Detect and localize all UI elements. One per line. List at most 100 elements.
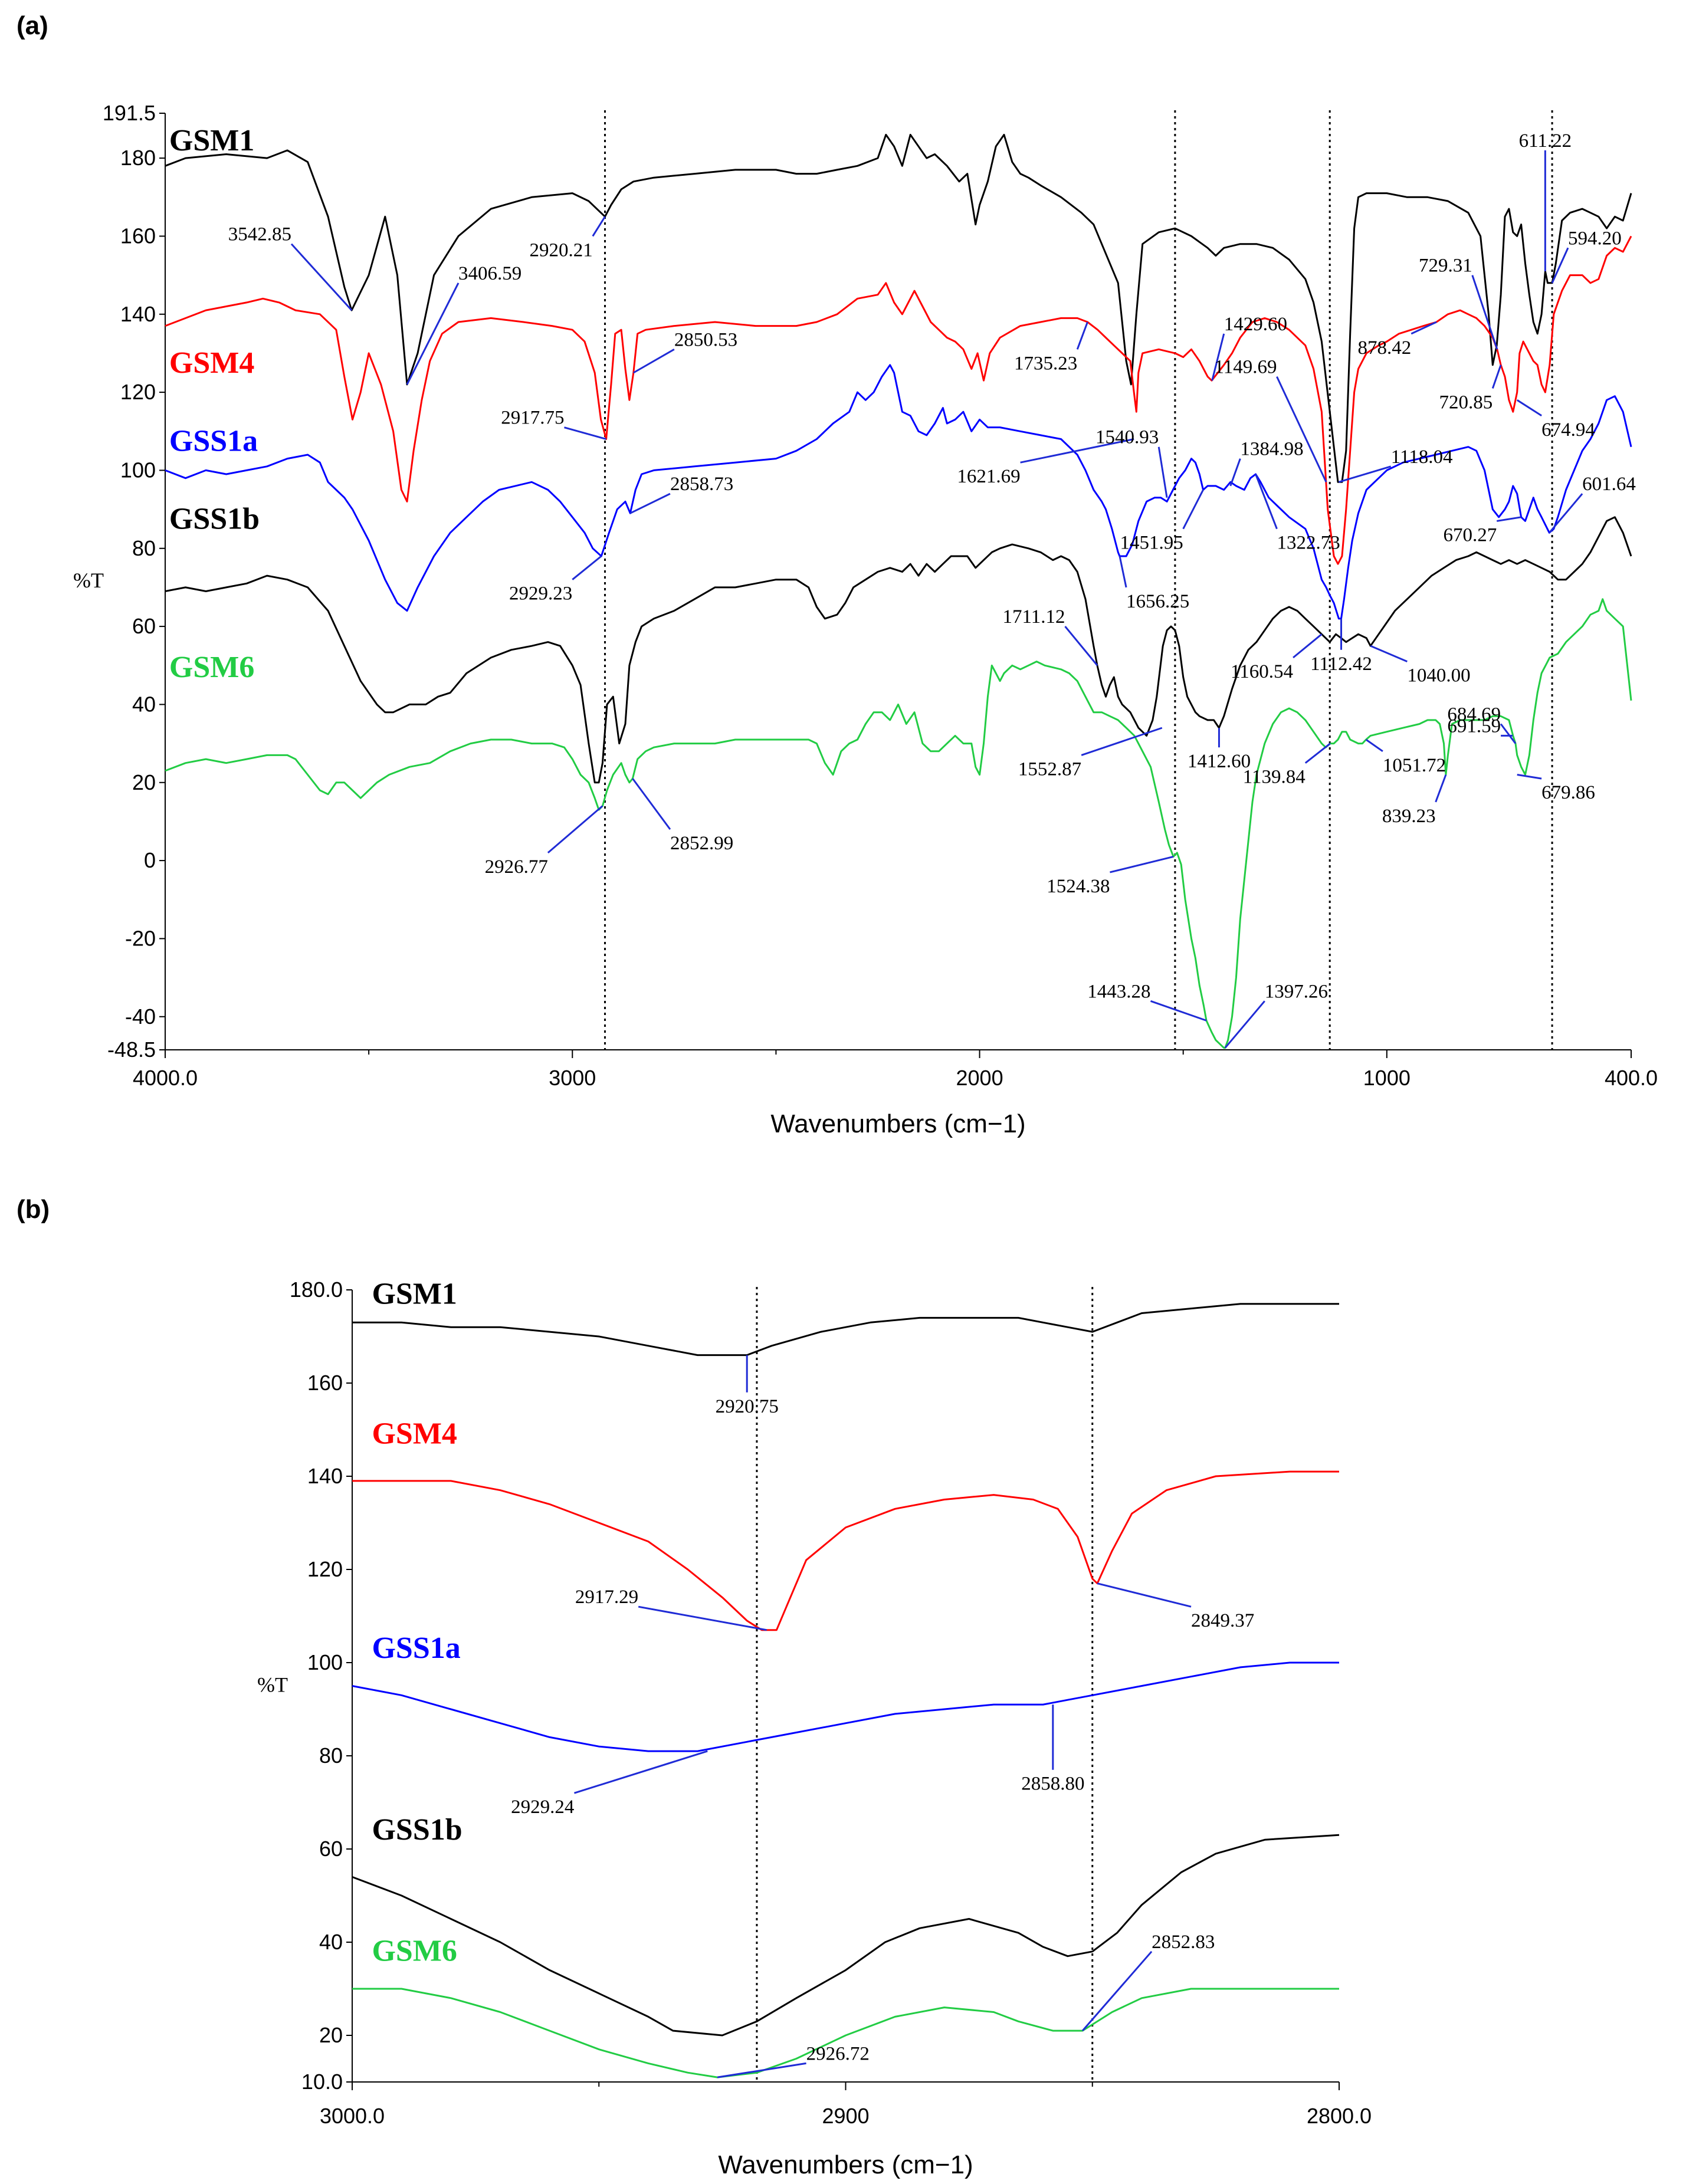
series-line-gss1b <box>352 1834 1340 2037</box>
series-label-gsm4: GSM4 <box>372 1417 457 1451</box>
peak-label: 729.31 <box>1419 255 1472 277</box>
peak-leader-line <box>1491 364 1502 389</box>
series-label-gsm4: GSM4 <box>169 346 254 380</box>
peak-leader-line <box>1182 489 1204 530</box>
peak-label: 1322.73 <box>1277 533 1340 554</box>
peak-label: 1384.98 <box>1240 439 1303 460</box>
peak-label: 1139.84 <box>1243 767 1305 788</box>
y-tick-label-a: 160 <box>120 224 156 248</box>
y-tick-label-b: 20 <box>319 2023 343 2047</box>
peak-label: 1443.28 <box>1087 981 1150 1002</box>
peak-leader-line <box>1549 493 1583 534</box>
series-line-gsm4 <box>352 1470 1339 1631</box>
peak-label: 2926.72 <box>806 2043 870 2064</box>
y-tick-label-b: 60 <box>319 1837 343 1861</box>
x-axis-title-b: Wavenumbers (cm−1) <box>718 2150 973 2179</box>
peak-label: 2920.75 <box>716 1396 779 1417</box>
peak-label: 1451.95 <box>1120 533 1183 554</box>
y-tick-label-b: 180.0 <box>290 1277 343 1302</box>
peak-leader-line <box>1411 321 1437 335</box>
y-tick-label-b: 100 <box>307 1650 343 1674</box>
y-tick-label-a: 180 <box>120 146 156 170</box>
x-tick-label-b: 2900 <box>822 2104 869 2128</box>
peak-leader-line <box>1338 465 1392 483</box>
peak-leader-line <box>632 778 671 830</box>
peak-leader-line <box>290 243 353 311</box>
peak-label: 2858.80 <box>1021 1774 1084 1795</box>
peak-leader-line <box>1551 247 1569 284</box>
series-line-gss1a <box>352 1661 1339 1752</box>
peak-leader-line <box>1157 446 1168 498</box>
y-tick-label-b: 80 <box>319 1743 343 1768</box>
peak-label: 1051.72 <box>1383 755 1446 776</box>
peak-label: 720.85 <box>1439 392 1493 413</box>
series-line-gsm1 <box>352 1303 1339 1357</box>
series-line-gss1a <box>165 364 1632 620</box>
y-tick-label-a: -48.5 <box>107 1037 156 1062</box>
y-tick-label-a: 140 <box>120 302 156 326</box>
peak-label: 1118.04 <box>1391 446 1453 468</box>
y-tick-label-a: 80 <box>132 536 156 560</box>
peak-label: 674.94 <box>1541 419 1595 441</box>
series-label-gsm1: GSM1 <box>169 124 254 157</box>
peak-leader-line <box>572 555 602 580</box>
peak-label: 1552.87 <box>1018 758 1081 780</box>
peak-label: 1397.26 <box>1265 981 1328 1002</box>
x-tick-label-a: 2000 <box>956 1066 1003 1090</box>
peak-leader-line <box>564 426 606 440</box>
peak-label: 2926.77 <box>485 856 548 878</box>
panel-a-label: (a) <box>17 11 48 40</box>
panel-b-plot: 180.0 160 140 120 100 80 60 40 20 10.0 3000.0 2900 2… <box>257 1277 1372 2179</box>
peak-label: 1524.38 <box>1047 876 1110 897</box>
peak-label: 691.59 <box>1447 715 1501 737</box>
x-tick-label-b: 2800.0 <box>1307 2104 1372 2128</box>
peak-label: 3406.59 <box>458 263 521 284</box>
peak-label: 2849.37 <box>1191 1610 1254 1631</box>
peak-label: 670.27 <box>1443 524 1497 546</box>
x-tick-label-a: 1000 <box>1363 1066 1411 1090</box>
peak-label: 1412.60 <box>1188 751 1251 772</box>
peak-label: 1160.54 <box>1231 661 1293 682</box>
series-label-gss1a: GSS1a <box>372 1631 460 1665</box>
x-tick-label-a: 3000 <box>549 1066 596 1090</box>
x-tick-label-b: 3000.0 <box>320 2104 385 2128</box>
peak-leader-line <box>1471 275 1498 350</box>
y-tick-label-a: 191.5 <box>103 101 156 125</box>
peak-label: 2920.21 <box>530 239 593 261</box>
peak-label: 3542.85 <box>228 224 291 245</box>
y-tick-label-a: 60 <box>132 614 156 638</box>
peak-leader-line <box>1229 458 1241 487</box>
peak-leader-line <box>629 492 671 514</box>
y-tick-label-a: 40 <box>132 692 156 716</box>
series-line-gsm6 <box>352 1988 1339 2078</box>
peak-label: 1621.69 <box>957 466 1020 487</box>
y-tick-label-a: 20 <box>132 770 156 794</box>
peak-leader-line <box>1081 727 1163 756</box>
x-tick-label-a: 4000.0 <box>133 1066 198 1090</box>
peak-label: 2929.24 <box>511 1797 574 1818</box>
peak-leader-line <box>717 2062 806 2078</box>
series-label-gsm6: GSM6 <box>169 651 254 684</box>
y-tick-label-b: 120 <box>307 1557 343 1581</box>
peak-leader-line <box>1211 333 1225 381</box>
panel-b-label: (b) <box>17 1195 50 1224</box>
series-line-gsm1 <box>165 133 1632 483</box>
y-axis-title-b: %T <box>257 1673 288 1697</box>
peak-label: 1040.00 <box>1407 665 1470 687</box>
y-tick-label-b: 160 <box>307 1371 343 1395</box>
peak-leader-line <box>406 283 460 385</box>
series-label-gsm6: GSM6 <box>372 1935 457 1968</box>
peak-leader-line <box>1365 738 1383 753</box>
peak-leader-line <box>1496 516 1521 522</box>
peak-leader-line <box>1293 633 1323 659</box>
peak-label: 2852.99 <box>670 833 733 854</box>
peak-label: 2917.29 <box>575 1587 638 1608</box>
peak-leader-line <box>1150 1000 1207 1022</box>
y-tick-label-b: 10.0 <box>301 2070 343 2094</box>
peak-leader-line <box>592 216 606 237</box>
x-axis-title-a: Wavenumbers (cm−1) <box>770 1109 1025 1138</box>
y-tick-label-b: 140 <box>307 1464 343 1488</box>
peak-leader-line <box>1500 723 1517 744</box>
peak-leader-line <box>1304 743 1331 764</box>
